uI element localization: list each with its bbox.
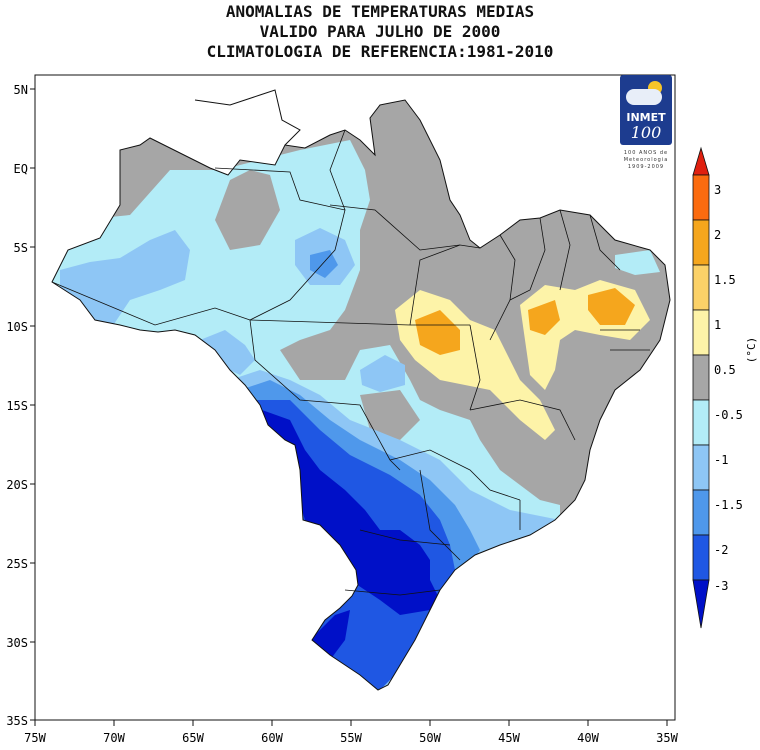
hot-spot-northeast-a bbox=[528, 300, 560, 335]
neutral-patch-west bbox=[215, 170, 280, 250]
colorbar-label-m1.5: -1.5 bbox=[714, 498, 743, 512]
colorbar-unit-label: (°C) bbox=[745, 337, 758, 364]
colorbar-segment-m1tom0.5 bbox=[692, 399, 710, 446]
colorbar-segment-gt3 bbox=[692, 146, 710, 176]
lat-label-20s: 20S bbox=[6, 478, 28, 492]
colorbar: 3 2 1.5 1 0.5 -0.5 -1 -1.5 -2 -3 (°C) bbox=[692, 146, 758, 629]
lat-label-30s: 30S bbox=[6, 636, 28, 650]
colorbar-segment-1.5to2 bbox=[692, 219, 710, 266]
colorbar-label-3: 3 bbox=[714, 183, 721, 197]
colorbar-label-1: 1 bbox=[714, 318, 721, 332]
hot-spot-northeast-b bbox=[588, 288, 635, 325]
colorbar-label-2: 2 bbox=[714, 228, 721, 242]
colorbar-segment-m2tom1.5 bbox=[692, 489, 710, 536]
logo-number: 100 bbox=[630, 123, 662, 142]
hot-spot-central bbox=[415, 310, 460, 355]
colorbar-label-m1: -1 bbox=[714, 453, 728, 467]
lon-label-55w: 55W bbox=[340, 731, 362, 745]
colorbar-segment-0.5to1 bbox=[692, 309, 710, 356]
colorbar-segment-m1.5tom1 bbox=[692, 444, 710, 491]
roraima-outline bbox=[194, 89, 301, 146]
cool-patch-east-coast bbox=[615, 250, 660, 275]
logo-subtitle-line-1: 100 ANOS de bbox=[623, 150, 669, 156]
lon-label-35w: 35W bbox=[656, 731, 678, 745]
cool-patch-southwest bbox=[200, 330, 255, 375]
logo-subtitle: 100 ANOS de Meteorologia 1909-2009 bbox=[606, 150, 686, 171]
lat-label-15s: 15S bbox=[6, 399, 28, 413]
colorbar-label-m2: -2 bbox=[714, 543, 728, 557]
warm-patch-roraima bbox=[195, 100, 280, 120]
colorbar-segment-ltm3 bbox=[692, 579, 710, 629]
colorbar-segment-m3tom2 bbox=[692, 534, 710, 581]
latitude-axis: 5N EQ 5S 10S 15S 20S 25S 30S 35S bbox=[6, 83, 35, 728]
state-borders bbox=[51, 129, 650, 596]
lat-label-35s: 35S bbox=[6, 714, 28, 728]
coldest-region-southwest bbox=[262, 410, 440, 615]
title-line-1: ANOMALIAS DE TEMPERATURAS MEDIAS bbox=[225, 2, 535, 21]
colorbar-label-m0.5: -0.5 bbox=[714, 408, 743, 422]
lon-label-70w: 70W bbox=[103, 731, 125, 745]
cool-patch-center bbox=[360, 355, 405, 392]
lon-label-50w: 50W bbox=[419, 731, 441, 745]
lat-label-5n: 5N bbox=[14, 83, 28, 97]
lon-label-45w: 45W bbox=[498, 731, 520, 745]
lon-label-40w: 40W bbox=[577, 731, 599, 745]
lon-label-75w: 75W bbox=[24, 731, 46, 745]
colorbar-label-1.5: 1.5 bbox=[714, 273, 736, 287]
title-line-3: CLIMATOLOGIA DE REFERENCIA:1981-2010 bbox=[206, 42, 554, 61]
colorbar-segment-neutral bbox=[692, 354, 710, 401]
lon-label-60w: 60W bbox=[261, 731, 283, 745]
lat-label-10s: 10S bbox=[6, 320, 28, 334]
colorbar-segment-2to3 bbox=[692, 174, 710, 221]
colorbar-label-m3: -3 bbox=[714, 579, 728, 593]
anomaly-fill-layer bbox=[52, 100, 670, 690]
colorbar-label-0.5: 0.5 bbox=[714, 363, 736, 377]
colder-spot-north-central bbox=[310, 250, 338, 278]
lat-label-5s: 5S bbox=[14, 241, 28, 255]
logo-subtitle-line-2: Meteorologia bbox=[623, 157, 669, 163]
map-title-block: ANOMALIAS DE TEMPERATURAS MEDIAS VALIDO … bbox=[0, 2, 760, 62]
neutral-patch-center bbox=[360, 390, 420, 440]
lat-label-25s: 25S bbox=[6, 557, 28, 571]
logo-name: INMET bbox=[626, 111, 666, 124]
inmet-logo: INMET 100 bbox=[620, 75, 672, 145]
logo-subtitle-line-3: 1909-2009 bbox=[627, 164, 665, 170]
cool-patch-west bbox=[60, 230, 190, 330]
cloud-icon bbox=[626, 89, 662, 105]
lon-label-65w: 65W bbox=[182, 731, 204, 745]
map-frame bbox=[34, 74, 676, 721]
title-line-2: VALIDO PARA JULHO DE 2000 bbox=[259, 22, 501, 41]
colorbar-segment-1to1.5 bbox=[692, 264, 710, 311]
lat-label-eq: EQ bbox=[14, 162, 28, 176]
longitude-axis: 75W 70W 65W 60W 55W 50W 45W 40W 35W bbox=[24, 720, 679, 745]
